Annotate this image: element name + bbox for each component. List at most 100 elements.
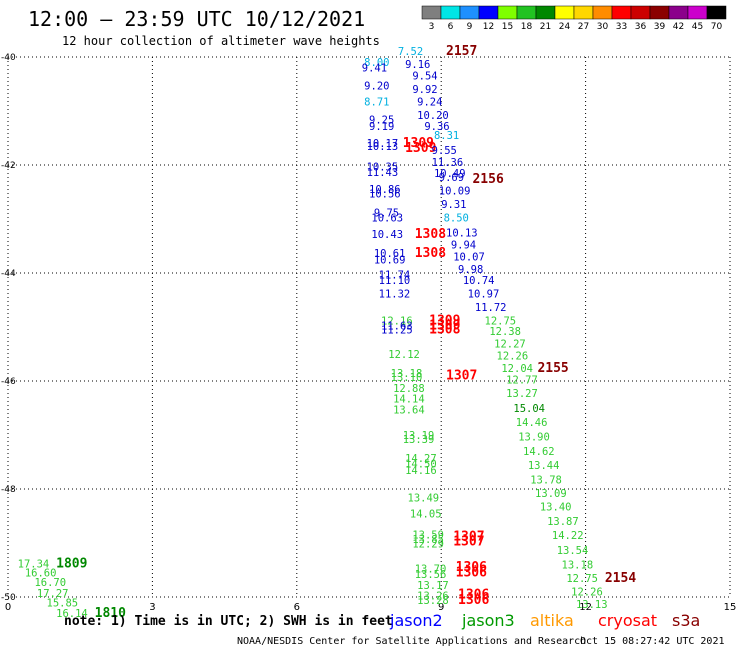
legend-bin-label: 12 xyxy=(483,22,494,32)
wave-height-label: 9.20 xyxy=(364,80,389,92)
wave-height-label: 9.55 xyxy=(432,145,457,157)
wave-height-label: 9.69 xyxy=(439,172,464,184)
wave-height-label: 13.09 xyxy=(535,488,567,500)
wave-height-label: 10.86 xyxy=(369,184,401,196)
wave-height-label: 7.52 xyxy=(398,46,423,58)
x-tick-label: 9 xyxy=(438,602,444,613)
time-label: 1810 xyxy=(95,606,126,621)
footer-timestamp: Oct 15 08:27:42 UTC 2021 xyxy=(580,636,725,647)
legend-bin-label: 15 xyxy=(502,22,513,32)
wave-height-label: 13.39 xyxy=(403,434,435,446)
legend-swatch xyxy=(459,5,480,20)
x-tick-label: 3 xyxy=(149,602,155,613)
wave-height-label: 13.27 xyxy=(506,388,538,400)
wave-height-label: 9.36 xyxy=(424,121,449,133)
wave-height-label: 8.31 xyxy=(434,130,459,142)
wave-height-label: 11.32 xyxy=(379,288,411,300)
wave-height-label: 13.59 xyxy=(412,530,444,542)
wave-height-label: 12.77 xyxy=(506,375,538,387)
x-tick-label: 15 xyxy=(724,602,737,613)
wave-height-label: 13.64 xyxy=(393,404,425,416)
wave-height-label: 10.07 xyxy=(453,252,485,264)
time-label: 2154 xyxy=(605,571,636,586)
footer-credit: NOAA/NESDIS Center for Satellite Applica… xyxy=(237,636,586,647)
legend-swatch xyxy=(573,5,594,20)
time-label: 1309 xyxy=(405,141,436,156)
wave-height-label: 16.60 xyxy=(25,567,57,579)
legend-swatch xyxy=(668,5,689,20)
wave-height-label: 15.04 xyxy=(513,403,545,415)
legend-swatch xyxy=(687,5,708,20)
x-tick-label: 6 xyxy=(294,602,300,613)
wave-height-label: 12.26 xyxy=(497,350,529,362)
wave-height-label: 9.16 xyxy=(405,59,430,71)
time-label: 1307 xyxy=(453,535,484,550)
time-label: 1307 xyxy=(446,368,477,383)
time-label: 1306 xyxy=(458,593,489,608)
time-label: 1309 xyxy=(403,136,434,151)
footer-note: note: 1) Time is in UTC; 2) SWH is in fe… xyxy=(64,614,393,629)
x-tick-label: 12 xyxy=(579,602,592,613)
wave-height-label: 13.13 xyxy=(576,599,608,611)
satellite-jason3-label: jason3 xyxy=(461,611,515,630)
wave-height-label: 13.70 xyxy=(415,564,447,576)
wave-height-label: 10.56 xyxy=(369,188,401,200)
wave-height-label: 11.25 xyxy=(381,324,413,336)
wave-height-label: 13.10 xyxy=(391,372,423,384)
wave-height-label: 13.18 xyxy=(391,368,423,380)
y-tick-label: -48 xyxy=(1,485,16,495)
wave-height-label: 14.50 xyxy=(405,458,437,470)
time-label: 1307 xyxy=(453,529,484,544)
legend-bin-label: 42 xyxy=(673,22,684,32)
chart-subtitle: 12 hour collection of altimeter wave hei… xyxy=(62,34,380,48)
legend-swatch xyxy=(440,5,461,20)
wave-height-label: 13.54 xyxy=(557,545,589,557)
x-tick-label: 0 xyxy=(5,602,11,613)
wave-height-label: 12.38 xyxy=(489,326,521,338)
wave-height-label: 11.72 xyxy=(475,302,507,314)
wave-height-label: 9.41 xyxy=(362,63,387,75)
wave-height-label: 14.27 xyxy=(405,453,437,465)
wave-height-label: 9.94 xyxy=(451,240,476,252)
legend-bin-label: 45 xyxy=(692,22,703,32)
satellite-jason2-label: jason2 xyxy=(389,611,443,630)
time-label: 1308 xyxy=(429,322,460,337)
wave-height-label: 12.88 xyxy=(393,383,425,395)
satellite-legend: jason2 jason3 altika cryosat s3a xyxy=(389,611,700,630)
wave-height-label: 11.63 xyxy=(381,321,413,333)
y-tick-label: -50 xyxy=(1,593,16,603)
wave-height-label: 14.46 xyxy=(516,417,548,429)
time-label: 1306 xyxy=(458,588,489,603)
wave-height-label: 8.00 xyxy=(364,57,389,69)
legend-swatch xyxy=(630,5,651,20)
wave-height-label: 13.19 xyxy=(403,430,435,442)
wave-height-label: 14.14 xyxy=(393,394,425,406)
wave-height-label: 10.61 xyxy=(374,248,406,260)
wave-height-label: 14.05 xyxy=(410,509,442,521)
wave-height-label: 9.19 xyxy=(369,121,394,133)
wave-height-label: 13.44 xyxy=(528,460,560,472)
wave-height-label: 10.35 xyxy=(367,161,399,173)
wave-height-label: 14.62 xyxy=(523,446,555,458)
wave-height-label: 17.34 xyxy=(18,558,50,570)
wave-height-label: 10.13 xyxy=(367,141,399,153)
wave-height-label: 10.17 xyxy=(367,138,399,150)
wave-height-label: 15.85 xyxy=(47,598,79,610)
color-scale-legend: 3 6 9 12 15 18 21 24 27 30 33 36 39 42 45 70 xyxy=(421,5,727,32)
legend-swatch xyxy=(516,5,537,20)
legend-bin-label: 70 xyxy=(711,22,723,32)
time-label: 1309 xyxy=(429,319,460,334)
legend-swatch xyxy=(611,5,632,20)
wave-height-label: 12.16 xyxy=(381,315,413,327)
wave-height-label: 9.98 xyxy=(458,264,483,276)
legend-bin-label: 18 xyxy=(521,22,533,32)
wave-height-label: 9.75 xyxy=(374,207,399,219)
wave-height-label: 11.10 xyxy=(379,275,411,287)
legend-bin-label: 21 xyxy=(540,22,551,32)
wave-height-label: 13.17 xyxy=(417,580,449,592)
plot-area: 0 3 6 9 12 15-40-42-44-46-48-507.52 21578.009.… xyxy=(1,44,736,621)
legend-swatch xyxy=(497,5,518,20)
wave-height-label: 17.27 xyxy=(37,588,69,600)
wave-height-label: 10.20 xyxy=(417,110,449,122)
